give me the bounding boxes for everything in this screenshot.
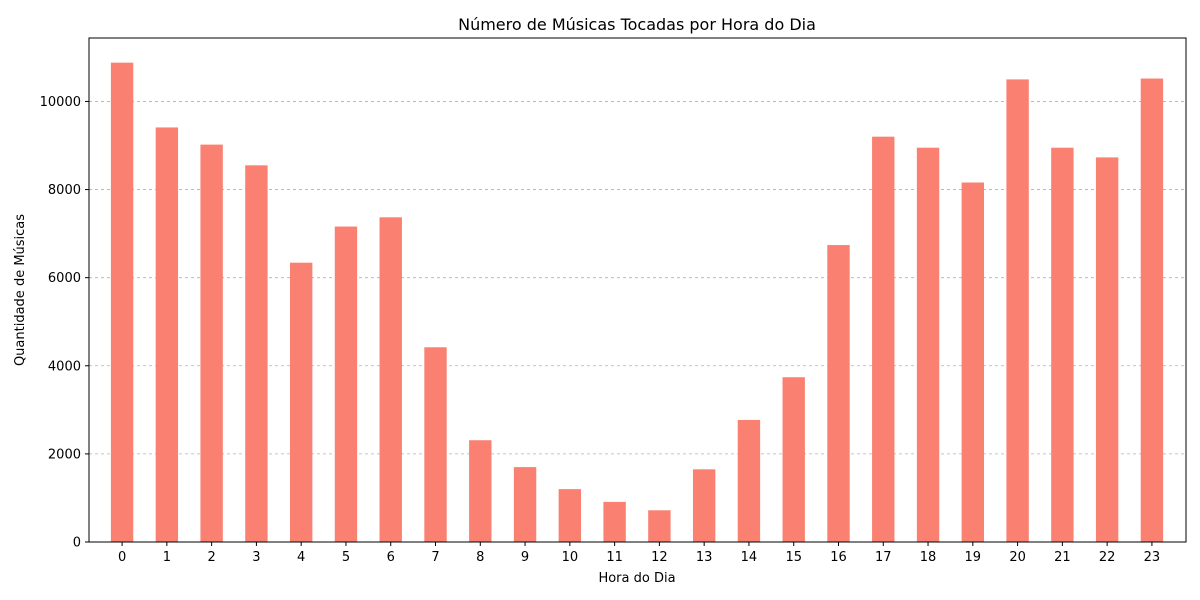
x-tick-label: 5 [342, 550, 350, 565]
x-tick-label: 12 [651, 550, 668, 565]
bar-hour-8 [469, 440, 492, 542]
grid-layer [89, 101, 1186, 455]
bar-hour-21 [1051, 147, 1074, 543]
x-tick-label: 19 [965, 550, 982, 565]
x-tick-label: 3 [252, 550, 260, 565]
x-tick-label: 13 [696, 550, 713, 565]
chart-title: Número de Músicas Tocadas por Hora do Di… [458, 15, 816, 34]
bar-hour-19 [961, 182, 985, 543]
x-tick-label: 2 [207, 550, 215, 565]
bars-layer [110, 62, 1164, 543]
x-tick-label: 23 [1144, 550, 1161, 565]
x-tick-label: 0 [118, 550, 126, 565]
y-tick-label: 6000 [48, 271, 81, 286]
bar-hour-5 [334, 226, 358, 542]
x-tick-label: 7 [431, 550, 439, 565]
bar-hour-11 [603, 501, 626, 542]
bar-hour-17 [872, 136, 895, 543]
x-tick-label: 20 [1009, 550, 1026, 565]
bar-hour-15 [782, 377, 805, 542]
x-tick-label: 17 [875, 550, 892, 565]
bar-hour-18 [916, 147, 940, 543]
bar-hour-2 [200, 144, 223, 542]
x-tick-label: 4 [297, 550, 305, 565]
x-tick-label: 14 [741, 550, 758, 565]
x-tick-label: 18 [920, 550, 937, 565]
x-tick-label: 8 [476, 550, 484, 565]
bar-hour-13 [692, 469, 716, 542]
bar-hour-12 [648, 510, 671, 542]
bar-hour-10 [558, 489, 582, 542]
y-tick-label: 10000 [40, 95, 81, 110]
plot-frame [88, 37, 1187, 543]
x-tick-label: 15 [785, 550, 802, 565]
bar-hour-23 [1140, 78, 1164, 543]
bar-hour-16 [827, 245, 850, 543]
bar-hour-22 [1095, 157, 1119, 542]
y-ticks: 0 2000 4000 6000 8000 10000 [40, 95, 89, 551]
x-tick-label: 10 [562, 550, 579, 565]
bar-hour-0 [110, 62, 134, 543]
x-tick-label: 11 [606, 550, 623, 565]
y-tick-label: 0 [73, 536, 81, 551]
bar-hour-9 [513, 467, 537, 542]
bar-hour-7 [424, 347, 447, 542]
x-ticks: 0 1 2 3 4 5 6 7 8 9 10 11 12 13 14 15 16 17 18 19 20 21 22 23 [118, 542, 1160, 565]
y-tick-label: 4000 [48, 359, 81, 374]
bar-hour-3 [245, 165, 268, 542]
y-axis-title: Quantidade de Músicas [13, 214, 28, 366]
x-tick-label: 1 [163, 550, 171, 565]
x-tick-label: 16 [830, 550, 847, 565]
bar-hour-1 [155, 127, 179, 542]
x-axis-title: Hora do Dia [598, 571, 675, 586]
bar-hour-20 [1006, 79, 1029, 542]
y-tick-label: 8000 [48, 183, 81, 198]
x-tick-label: 22 [1099, 550, 1116, 565]
bar-hour-14 [737, 419, 761, 542]
y-tick-label: 2000 [48, 447, 81, 462]
x-tick-label: 6 [387, 550, 395, 565]
bar-hour-4 [289, 262, 313, 542]
bar-hour-6 [379, 217, 402, 543]
x-tick-label: 9 [521, 550, 529, 565]
x-tick-label: 21 [1054, 550, 1071, 565]
